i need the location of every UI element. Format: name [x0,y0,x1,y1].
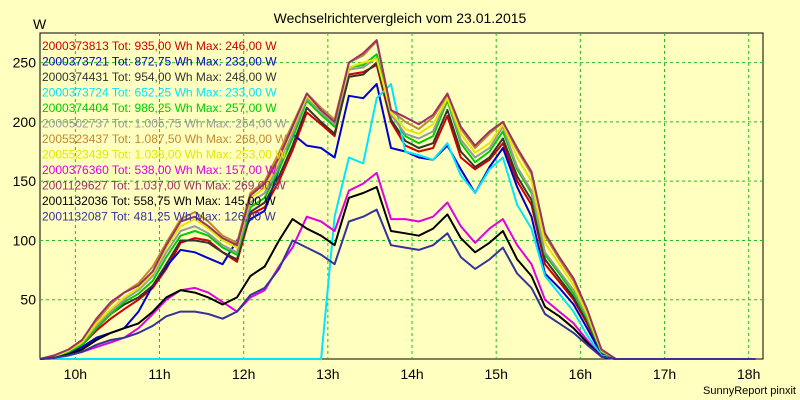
y-axis-unit: W [33,16,47,32]
y-tick-label: 250 [13,55,37,71]
x-tick-label: 16h [569,366,592,382]
y-tick-label: 100 [13,232,37,248]
legend-entry: 2000373813 Tot: 935,00 Wh Max: 246,00 W [42,39,277,53]
legend-entry: 2001129627 Tot: 1.037,00 Wh Max: 269,00 … [42,179,286,193]
legend: 2000373813 Tot: 935,00 Wh Max: 246,00 W 2… [42,39,287,224]
legend-entry: 2000376360 Tot: 538,00 Wh Max: 157,00 W [42,163,277,177]
x-tick-label: 18h [737,366,760,382]
footer-text: SunnyReport pinxit [703,385,796,397]
series-line-12 [39,208,756,360]
x-tick-label: 15h [485,366,508,382]
y-tick-label: 200 [13,114,37,130]
x-tick-label: 17h [653,366,676,382]
legend-entry: 2001132036 Tot: 558,75 Wh Max: 145,00 W [42,194,276,208]
y-tick-label: 150 [13,173,37,189]
legend-entry: 2005523437 Tot: 1.087,50 Wh Max: 268,00 … [42,132,287,146]
legend-entry: 2000374404 Tot: 986,25 Wh Max: 257,00 W [42,101,277,115]
legend-entry: 2000502737 Tot: 1.005,75 Wh Max: 254,00 … [42,117,287,131]
legend-entry: 2000374431 Tot: 954,00 Wh Max: 248,00 W [42,70,277,84]
x-tick-label: 12h [232,366,255,382]
legend-entry: 2005523439 Tot: 1.038,00 Wh Max: 253,00 … [42,148,287,162]
y-tick-label: 50 [20,292,36,308]
series-lines [39,39,756,360]
legend-entry: 2001132087 Tot: 481,25 Wh Max: 126,00 W [42,210,276,224]
legend-entry: 2000373721 Tot: 872,75 Wh Max: 233,00 W [42,55,277,69]
y-axis: 50 100 150 200 250 [13,55,37,308]
x-tick-label: 11h [148,366,170,382]
legend-entry: 2000373724 Tot: 652,25 Wh Max: 233,00 W [42,86,277,100]
x-tick-label: 14h [400,366,423,382]
x-tick-label: 13h [316,366,339,382]
chart-title: Wechselrichtervergleich vom 23.01.2015 [274,10,527,26]
x-axis: 10h 11h 12h 13h 14h 15h 16h 17h 18h [64,366,761,382]
x-tick-label: 10h [64,366,87,382]
